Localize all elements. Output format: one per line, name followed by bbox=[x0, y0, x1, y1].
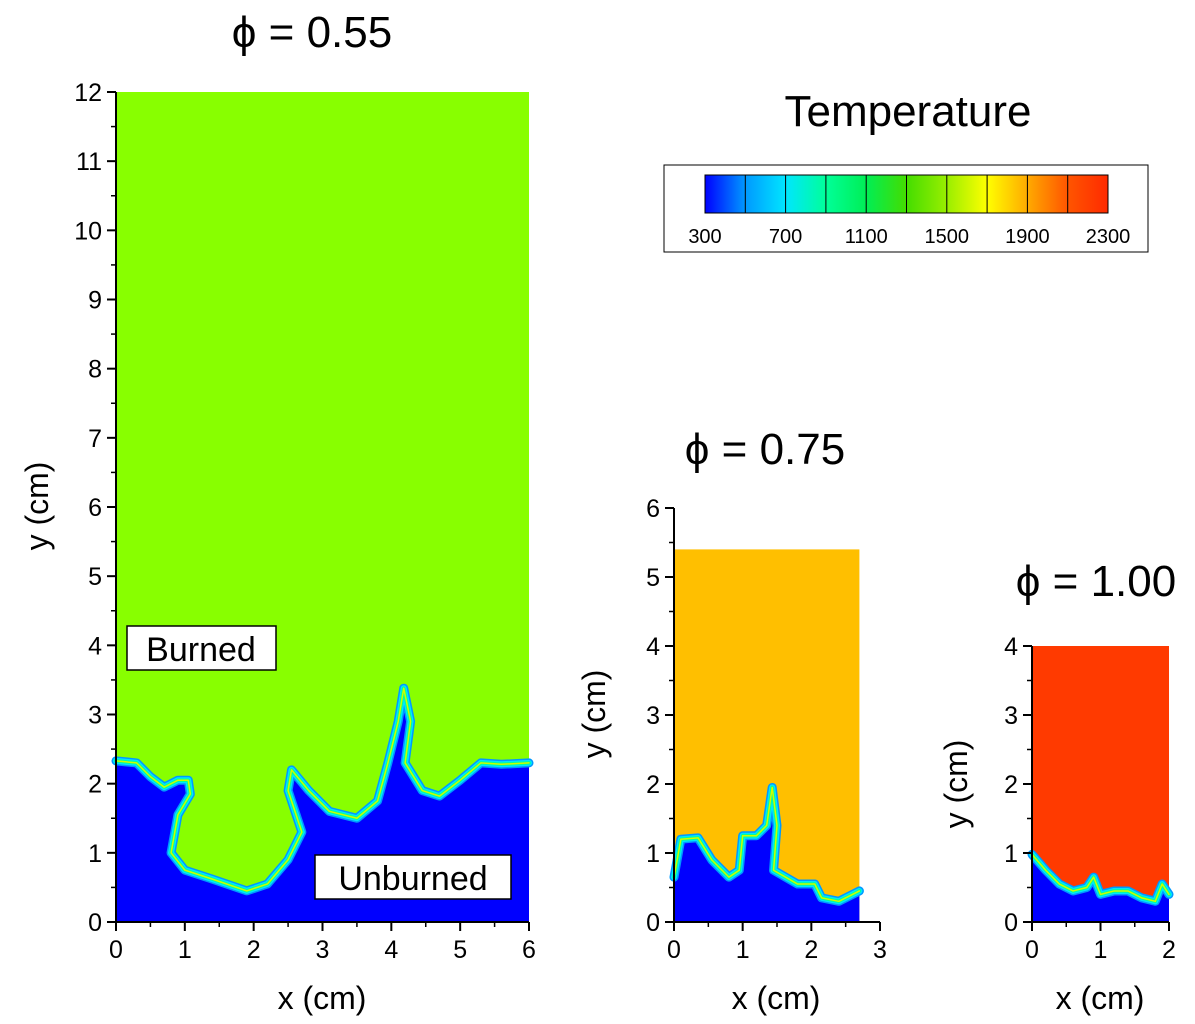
flame-front bbox=[115, 687, 530, 892]
y-tick-label: 12 bbox=[74, 79, 102, 107]
colorbar-tick-label: 300 bbox=[688, 226, 721, 248]
x-tick-label: 4 bbox=[384, 936, 398, 964]
y-tick-label: 11 bbox=[76, 148, 102, 176]
colorbar-tick-label: 700 bbox=[769, 226, 802, 248]
x-tick-label: 1 bbox=[736, 936, 750, 964]
panel2-title: ϕ = 0.75 bbox=[685, 425, 845, 474]
panel1-ylabel: y (cm) bbox=[19, 462, 55, 551]
colorbar-tick-label: 1900 bbox=[1005, 226, 1050, 248]
x-tick-label: 1 bbox=[178, 936, 192, 964]
unburned-label: Unburned bbox=[314, 854, 512, 900]
x-tick-label: 2 bbox=[1162, 936, 1176, 964]
panel2-axes: 0 1 2 3 0 1 2 3 4 5 6 bbox=[646, 495, 887, 964]
colorbar-ticks: 300 700 1100 1500 1900 2300 bbox=[688, 226, 1130, 248]
panel3-title: ϕ = 1.00 bbox=[1016, 557, 1176, 606]
panel3-axes: 0 1 2 0 1 2 3 4 bbox=[1004, 633, 1176, 964]
colorbar-title: Temperature bbox=[784, 87, 1031, 136]
x-tick-label: 0 bbox=[109, 936, 123, 964]
panel1-xlabel: x (cm) bbox=[278, 980, 367, 1016]
x-tick-label: 6 bbox=[522, 936, 536, 964]
y-tick-label: 3 bbox=[646, 702, 660, 730]
y-tick-label: 4 bbox=[1004, 633, 1018, 661]
y-tick-label: 0 bbox=[646, 909, 660, 937]
colorbar: Temperature 300 700 1100 1500 1900 2300 bbox=[663, 87, 1149, 253]
burned-label: Burned bbox=[126, 625, 277, 671]
y-tick-label: 1 bbox=[1004, 840, 1018, 868]
panel3-field bbox=[1027, 646, 1174, 922]
flame-front bbox=[1031, 853, 1170, 903]
colorbar-tick-label: 1100 bbox=[845, 226, 888, 248]
svg-text:Burned: Burned bbox=[146, 631, 256, 669]
panel2-ylabel: y (cm) bbox=[576, 670, 612, 759]
x-tick-label: 0 bbox=[667, 936, 681, 964]
x-tick-label: 2 bbox=[804, 936, 818, 964]
colorbar-cells bbox=[704, 174, 1109, 214]
y-tick-label: 9 bbox=[88, 287, 102, 315]
x-tick-label: 3 bbox=[873, 936, 887, 964]
panel-phi-100: ϕ = 1.00 0 1 2 0 1 2 3 4 x (cm) y (cm) bbox=[938, 557, 1176, 1016]
y-tick-label: 2 bbox=[1004, 771, 1018, 799]
panel1-field bbox=[111, 92, 534, 922]
y-tick-label: 2 bbox=[646, 771, 660, 799]
panel2-xlabel: x (cm) bbox=[732, 980, 821, 1016]
panel-phi-075: ϕ = 0.75 0 1 2 3 0 1 2 3 4 5 6 x (cm) y (cm) bbox=[576, 425, 887, 1016]
y-tick-label: 4 bbox=[88, 632, 102, 660]
colorbar-tick-label: 1500 bbox=[925, 226, 970, 248]
flame-front bbox=[673, 786, 861, 903]
svg-text:Unburned: Unburned bbox=[338, 860, 487, 898]
colorbar-tick-label: 2300 bbox=[1086, 226, 1131, 248]
x-tick-label: 1 bbox=[1094, 936, 1108, 964]
y-tick-label: 7 bbox=[88, 425, 102, 453]
x-tick-label: 5 bbox=[453, 936, 467, 964]
y-tick-label: 0 bbox=[1004, 909, 1018, 937]
panel3-xlabel: x (cm) bbox=[1056, 980, 1145, 1016]
unburned-region bbox=[1032, 854, 1169, 922]
y-tick-label: 6 bbox=[88, 494, 102, 522]
x-tick-label: 0 bbox=[1025, 936, 1039, 964]
y-tick-label: 0 bbox=[88, 909, 102, 937]
y-tick-label: 2 bbox=[88, 771, 102, 799]
y-tick-label: 8 bbox=[88, 356, 102, 384]
y-tick-label: 4 bbox=[646, 633, 660, 661]
y-tick-label: 3 bbox=[88, 702, 102, 730]
y-tick-label: 5 bbox=[88, 563, 102, 591]
panel1-title: ϕ = 0.55 bbox=[232, 8, 392, 57]
y-tick-label: 6 bbox=[646, 495, 660, 523]
y-tick-label: 1 bbox=[88, 840, 102, 868]
y-tick-label: 3 bbox=[1004, 702, 1018, 730]
panel2-field bbox=[669, 549, 864, 922]
panel3-ylabel: y (cm) bbox=[938, 740, 974, 829]
y-tick-label: 10 bbox=[74, 217, 102, 245]
x-tick-label: 3 bbox=[316, 936, 330, 964]
y-tick-label: 5 bbox=[646, 564, 660, 592]
y-tick-label: 1 bbox=[646, 840, 660, 868]
x-tick-label: 2 bbox=[247, 936, 261, 964]
